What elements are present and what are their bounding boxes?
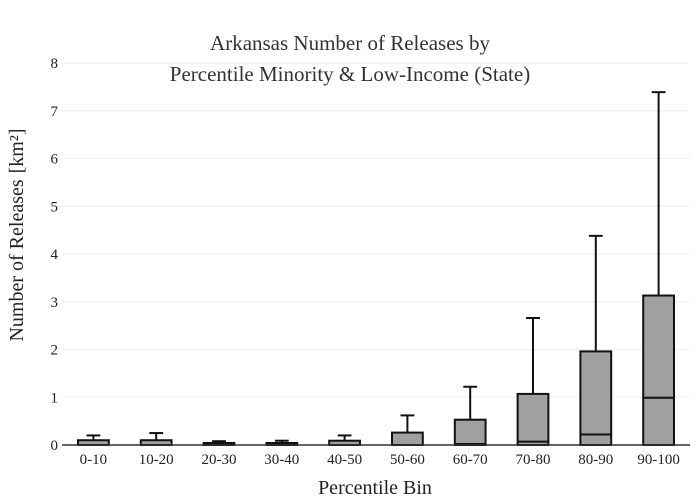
box-90-100 bbox=[642, 91, 675, 447]
box-0-10 bbox=[77, 434, 110, 447]
x-axis-label: Percentile Bin bbox=[318, 477, 432, 499]
y-tick-label: 5 bbox=[51, 199, 59, 215]
y-tick-label: 7 bbox=[51, 104, 59, 120]
iqr-box bbox=[579, 350, 613, 446]
x-tick-label: 50-60 bbox=[390, 452, 425, 468]
y-tick-label: 0 bbox=[51, 438, 59, 454]
box-10-20 bbox=[139, 432, 173, 447]
iqr-box bbox=[516, 392, 550, 446]
x-tick-label: 80-90 bbox=[578, 452, 613, 468]
box-40-50 bbox=[328, 434, 361, 447]
grid bbox=[62, 62, 690, 398]
x-tick-label: 30-40 bbox=[264, 452, 299, 468]
y-axis-unit: [km²] bbox=[6, 128, 28, 173]
box-70-80 bbox=[516, 316, 550, 446]
x-tick-labels: 0-10 10-20 20-30 30-40 40-50 50-60 60-70 70-80 8… bbox=[80, 452, 680, 468]
x-tick-label: 0-10 bbox=[80, 452, 108, 468]
iqr-box bbox=[391, 431, 424, 446]
y-tick-label: 4 bbox=[51, 247, 59, 263]
y-tick-label: 2 bbox=[51, 343, 59, 359]
boxes bbox=[77, 91, 675, 447]
chart-title-line-1: Arkansas Number of Releases by bbox=[210, 31, 490, 55]
x-tick-label: 90-100 bbox=[637, 452, 680, 468]
y-tick-label: 6 bbox=[51, 152, 59, 168]
iqr-box bbox=[642, 294, 675, 447]
box-50-60 bbox=[391, 414, 424, 446]
y-axis-label: Number of Releases [km²] bbox=[6, 128, 28, 341]
x-tick-label: 40-50 bbox=[327, 452, 362, 468]
x-tick-label: 60-70 bbox=[453, 452, 488, 468]
x-tick-label: 20-30 bbox=[202, 452, 237, 468]
box-60-70 bbox=[453, 385, 487, 447]
y-tick-label: 1 bbox=[51, 390, 59, 406]
x-tick-label: 70-80 bbox=[516, 452, 551, 468]
box-80-90 bbox=[579, 234, 613, 446]
y-axis-label-text: Number of Releases bbox=[6, 179, 28, 341]
y-tick-labels: 0 1 2 3 4 5 6 7 8 bbox=[51, 56, 59, 454]
y-tick-label: 3 bbox=[51, 295, 59, 311]
iqr-box bbox=[453, 418, 487, 447]
chart-title-line-2: Percentile Minority & Low-Income (State) bbox=[170, 62, 530, 86]
x-tick-label: 10-20 bbox=[139, 452, 174, 468]
y-tick-label: 8 bbox=[51, 56, 59, 72]
